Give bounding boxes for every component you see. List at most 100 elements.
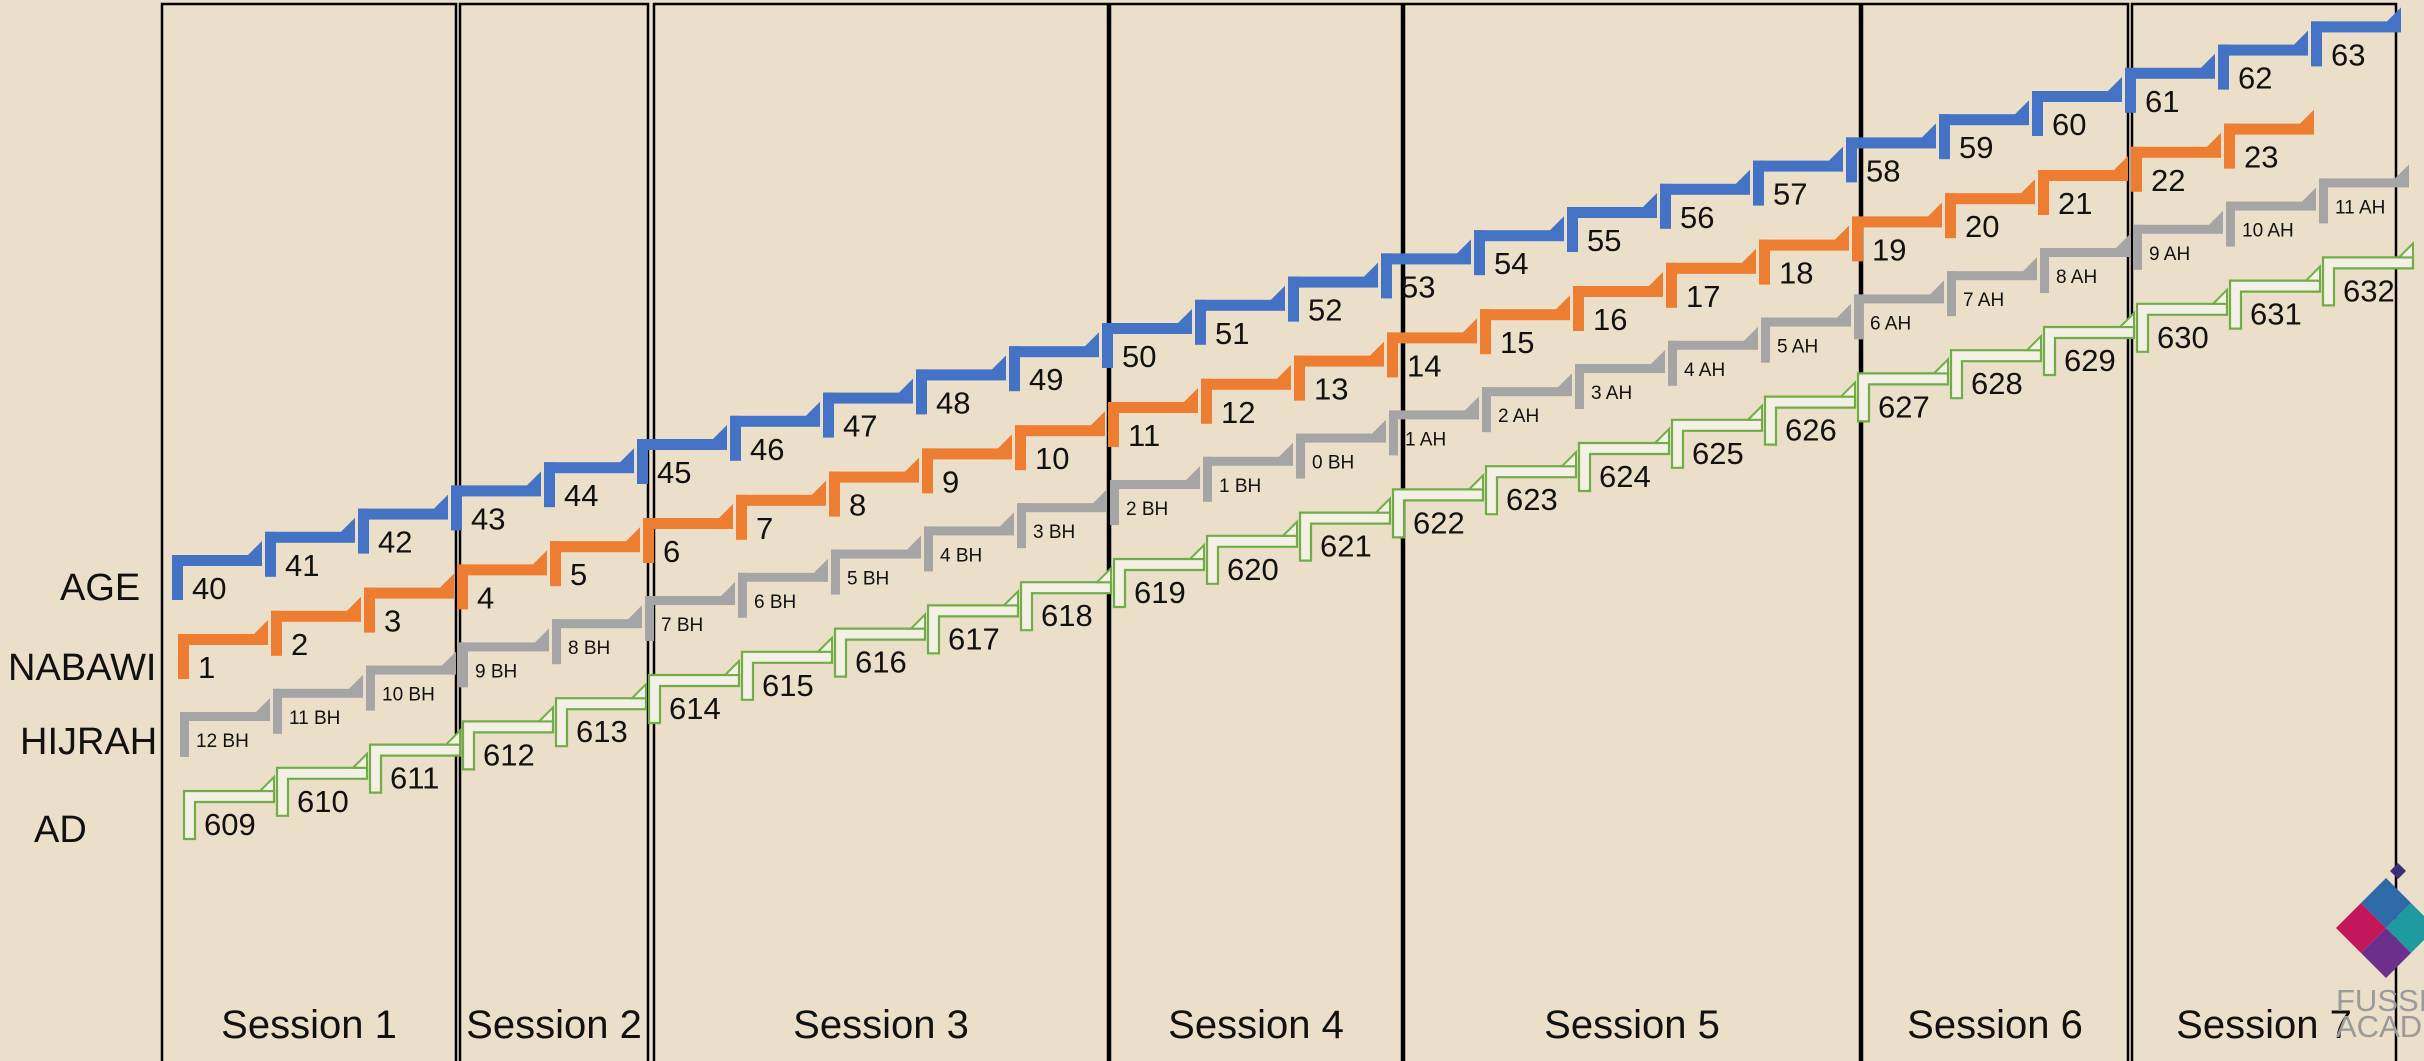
age-step-bar bbox=[1846, 137, 1936, 149]
ad-step-notch bbox=[1652, 426, 1670, 444]
age-step-7: 46 bbox=[730, 401, 820, 467]
nabawi-value: 5 bbox=[570, 557, 587, 592]
nabawi-step-18: 18 bbox=[1759, 225, 1849, 291]
hijrah-step-stem bbox=[1482, 387, 1491, 433]
hijrah-value: 9 AH bbox=[2149, 244, 2190, 265]
session-box-1 bbox=[160, 2, 458, 1061]
age-step-bar bbox=[265, 531, 355, 543]
nabawi-step-stem bbox=[1294, 355, 1305, 401]
age-step-notch bbox=[620, 448, 634, 474]
ad-step-20: 628 bbox=[1949, 333, 2043, 401]
hijrah-value: 4 AH bbox=[1684, 360, 1725, 381]
hijrah-step-bar bbox=[1947, 271, 2037, 281]
nabawi-step-5: 5 bbox=[550, 527, 640, 592]
nabawi-step-stem bbox=[2131, 146, 2142, 192]
nabawi-step-notch bbox=[1556, 295, 1570, 321]
nabawi-step-stem bbox=[829, 471, 840, 517]
hijrah-step-stem bbox=[1017, 503, 1026, 549]
nabawi-step-stem bbox=[1666, 262, 1677, 308]
age-step-13: 52 bbox=[1288, 262, 1378, 328]
age-value: 51 bbox=[1215, 316, 1249, 351]
nabawi-value: 6 bbox=[663, 534, 680, 569]
nabawi-step-1: 1 bbox=[178, 620, 268, 685]
ad-value: 620 bbox=[1227, 552, 1279, 587]
hijrah-step-8: 5 BH bbox=[831, 535, 921, 595]
nabawi-step-bar bbox=[1387, 332, 1477, 344]
nabawi-step-bar bbox=[364, 587, 454, 599]
age-step-stem bbox=[2218, 44, 2229, 90]
ad-value: 612 bbox=[483, 737, 535, 772]
age-step-notch bbox=[1364, 262, 1378, 288]
hijrah-value: 3 AH bbox=[1591, 383, 1632, 404]
hijrah-step-stem bbox=[1203, 456, 1212, 502]
nabawi-step-stem bbox=[1759, 239, 1770, 285]
ad-step-notch bbox=[1001, 588, 1019, 607]
hijrah-value: 4 BH bbox=[940, 545, 982, 566]
hijrah-step-23: 10 AH bbox=[2226, 187, 2316, 247]
nabawi-step-stem bbox=[1852, 216, 1863, 262]
age-step-bar bbox=[2218, 44, 2308, 56]
age-step-stem bbox=[637, 439, 648, 484]
ad-step-notch bbox=[629, 681, 647, 700]
age-step-notch bbox=[2015, 100, 2029, 126]
age-step-notch bbox=[1550, 216, 1564, 242]
age-step-bar bbox=[172, 555, 262, 566]
nabawi-value: 3 bbox=[384, 604, 401, 639]
ad-step-9: 617 bbox=[926, 588, 1020, 656]
age-step-stem bbox=[1567, 207, 1578, 252]
ad-step-13: 621 bbox=[1298, 496, 1392, 564]
age-step-14: 53 bbox=[1381, 239, 1471, 304]
age-step-stem bbox=[358, 508, 369, 554]
age-step-18: 57 bbox=[1753, 146, 1843, 212]
ad-step-2: 610 bbox=[275, 751, 369, 819]
hijrah-step-bar bbox=[1482, 387, 1572, 397]
nabawi-step-notch bbox=[533, 550, 547, 576]
nabawi-value: 9 bbox=[942, 464, 959, 499]
age-step-bar bbox=[1288, 276, 1378, 288]
hijrah-step-14: 1 AH bbox=[1389, 396, 1479, 456]
ad-step-12: 620 bbox=[1205, 519, 1299, 587]
ad-step-notch bbox=[722, 658, 740, 676]
nabawi-step-bar bbox=[457, 564, 547, 576]
ad-step-16: 624 bbox=[1577, 426, 1671, 494]
session-label-6: Session 6 bbox=[1907, 1003, 2083, 1047]
age-value: 50 bbox=[1122, 339, 1156, 374]
nabawi-step-stem bbox=[1201, 378, 1212, 424]
nabawi-step-14: 14 bbox=[1387, 318, 1477, 383]
nabawi-step-bar bbox=[736, 494, 826, 506]
age-step-bar bbox=[2032, 91, 2122, 102]
hijrah-step-bar bbox=[1668, 340, 1758, 350]
ad-step-1: 609 bbox=[182, 774, 276, 842]
ad-value: 624 bbox=[1599, 459, 1651, 494]
nabawi-step-notch bbox=[1277, 364, 1291, 390]
nabawi-value: 11 bbox=[1128, 418, 1160, 453]
nabawi-step-7: 7 bbox=[736, 480, 826, 546]
age-value: 49 bbox=[1029, 362, 1063, 397]
hijrah-value: 5 AH bbox=[1777, 337, 1818, 358]
nabawi-step-12: 12 bbox=[1201, 364, 1291, 430]
nabawi-step-notch bbox=[347, 596, 361, 622]
age-value: 63 bbox=[2331, 37, 2365, 72]
hijrah-value: 5 BH bbox=[847, 569, 889, 590]
nabawi-value: 21 bbox=[2058, 186, 2092, 221]
hijrah-step-bar bbox=[645, 596, 735, 605]
age-step-notch bbox=[248, 541, 262, 566]
nabawi-value: 23 bbox=[2244, 140, 2278, 175]
nabawi-step-notch bbox=[254, 620, 268, 645]
age-value: 56 bbox=[1680, 200, 1714, 235]
ad-value: 631 bbox=[2250, 297, 2302, 332]
session-label-1: Session 1 bbox=[221, 1003, 397, 1047]
age-step-9: 48 bbox=[916, 355, 1006, 420]
nabawi-value: 7 bbox=[756, 511, 773, 546]
age-step-1: 40 bbox=[172, 541, 262, 606]
age-step-10: 49 bbox=[1009, 332, 1099, 397]
ad-step-notch bbox=[2396, 240, 2414, 259]
age-value: 57 bbox=[1773, 177, 1807, 212]
nabawi-step-bar bbox=[178, 634, 268, 645]
academy-logo-icon bbox=[2336, 858, 2424, 1061]
hijrah-step-15: 2 AH bbox=[1482, 373, 1572, 433]
hijrah-value: 1 AH bbox=[1405, 429, 1446, 450]
ad-value: 621 bbox=[1320, 529, 1372, 564]
session-label-4: Session 4 bbox=[1168, 1003, 1344, 1047]
age-value: 45 bbox=[657, 455, 691, 490]
